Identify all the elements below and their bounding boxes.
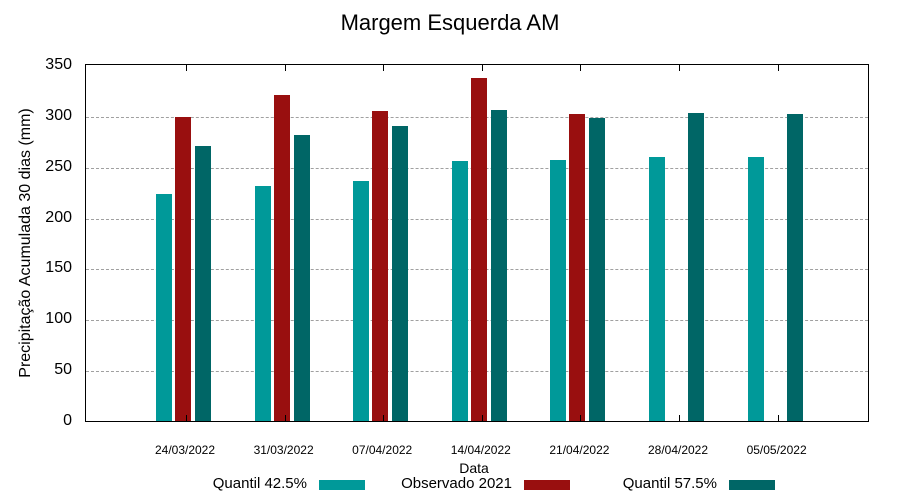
bar xyxy=(470,78,487,421)
x-tick-label: 28/04/2022 xyxy=(647,443,709,457)
y-axis-label: Precipitação Acumulada 30 dias (mm) xyxy=(17,108,34,378)
y-tick-label: 300 xyxy=(45,106,72,124)
bar xyxy=(649,156,665,421)
x-tick-mark xyxy=(777,415,779,421)
x-tick-mark xyxy=(679,415,680,421)
y-tick-label: 350 xyxy=(45,56,72,73)
x-tick-label: 21/04/2022 xyxy=(549,443,610,457)
legend-label: Quantil 42.5% xyxy=(212,475,307,492)
x-tick-label: 24/03/2022 xyxy=(154,443,216,457)
x-tick-label: 05/05/2022 xyxy=(746,443,807,457)
bar xyxy=(786,113,803,421)
bar xyxy=(490,109,507,421)
legend-swatch xyxy=(729,480,775,490)
bar xyxy=(392,126,409,421)
y-tick-label: 100 xyxy=(45,310,72,328)
bar xyxy=(589,117,606,421)
bar xyxy=(569,113,586,421)
bar xyxy=(175,116,191,421)
bar xyxy=(254,186,271,421)
bar xyxy=(195,146,211,421)
x-tick-mark xyxy=(777,65,779,71)
x-tick-mark xyxy=(383,415,385,421)
legend-swatch xyxy=(319,480,365,490)
x-tick-mark xyxy=(186,65,187,71)
x-tick-mark xyxy=(284,65,286,71)
x-tick-mark xyxy=(679,65,680,71)
x-tick-mark xyxy=(481,65,483,71)
legend-swatch xyxy=(524,480,570,490)
bar xyxy=(550,159,567,421)
bar xyxy=(156,194,172,421)
y-tick-label: 150 xyxy=(45,259,72,277)
plot-area xyxy=(85,64,869,422)
x-tick-mark xyxy=(383,65,385,71)
legend-label: Observado 2021 xyxy=(401,475,512,492)
bar xyxy=(353,180,370,421)
bar xyxy=(747,156,764,421)
x-tick-label: 31/03/2022 xyxy=(253,443,314,457)
y-tick-label: 0 xyxy=(63,412,72,429)
legend-label: Quantil 57.5% xyxy=(622,475,717,492)
y-tick-label: 250 xyxy=(45,157,72,175)
x-tick-mark xyxy=(481,415,483,421)
x-tick-mark xyxy=(580,65,582,71)
bar xyxy=(372,110,389,421)
x-tick-mark xyxy=(284,415,286,421)
bar xyxy=(451,160,468,421)
bar xyxy=(688,112,704,421)
y-tick-label: 50 xyxy=(54,361,72,379)
x-tick-label: 07/04/2022 xyxy=(352,443,413,457)
legend: Quantil 42.5% Observado 2021 Quantil 57.5% xyxy=(0,475,900,495)
x-tick-label: 14/04/2022 xyxy=(450,443,511,457)
x-axis-label: Data xyxy=(459,460,489,476)
y-tick-label: 200 xyxy=(45,208,72,226)
x-tick-mark xyxy=(186,415,187,421)
chart-title: Margem Esquerda AM xyxy=(340,10,560,35)
bar xyxy=(273,94,290,421)
x-tick-mark xyxy=(580,415,582,421)
bar xyxy=(293,135,310,421)
